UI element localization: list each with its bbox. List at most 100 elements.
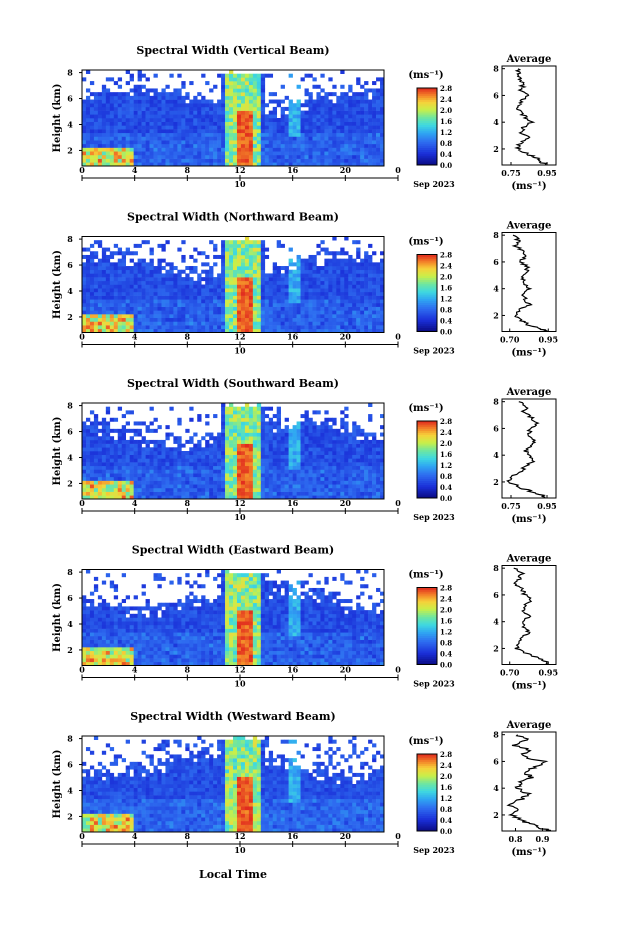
heatmap-cell bbox=[376, 328, 381, 333]
heatmap-cell bbox=[85, 277, 91, 282]
heatmap-cell bbox=[169, 269, 174, 274]
heatmap-cell bbox=[121, 310, 127, 315]
heatmap-cell bbox=[236, 454, 242, 459]
heatmap-cell bbox=[229, 284, 234, 289]
heatmap-cell bbox=[380, 84, 385, 89]
heatmap-cell bbox=[221, 487, 226, 492]
heatmap-cell bbox=[320, 473, 325, 478]
heatmap-cell bbox=[340, 132, 345, 137]
heatmap-cell bbox=[264, 310, 270, 315]
heatmap-cell bbox=[89, 310, 95, 315]
heatmap-cell bbox=[328, 151, 333, 156]
heatmap-cell bbox=[217, 465, 222, 470]
heatmap-cell bbox=[101, 425, 107, 430]
heatmap-cell bbox=[288, 325, 293, 330]
heatmap-cell bbox=[292, 473, 297, 478]
heatmap-cell bbox=[209, 458, 214, 463]
heatmap-cell bbox=[348, 288, 353, 293]
heatmap-cell bbox=[125, 462, 130, 467]
heatmap-cell bbox=[360, 317, 365, 322]
heatmap-cell bbox=[344, 469, 349, 474]
heatmap-cell bbox=[344, 476, 349, 481]
heatmap-cell bbox=[256, 447, 262, 452]
heatmap-cell bbox=[284, 106, 289, 111]
heatmap-cell bbox=[256, 132, 262, 137]
heatmap-cell bbox=[113, 147, 119, 152]
heatmap-cell bbox=[149, 317, 154, 322]
heatmap-cell bbox=[244, 140, 250, 145]
heatmap-cell bbox=[101, 114, 107, 119]
heatmap-cell bbox=[264, 439, 270, 444]
heatmap-cell bbox=[129, 317, 134, 322]
heatmap-cell bbox=[149, 469, 154, 474]
colorbar-frame bbox=[416, 254, 438, 332]
heatmap-cell bbox=[364, 314, 369, 319]
heatmap-cell bbox=[356, 306, 361, 311]
heatmap-cell bbox=[320, 277, 325, 282]
heatmap-cell bbox=[161, 280, 166, 285]
heatmap-cell bbox=[276, 151, 281, 156]
heatmap-cell bbox=[380, 317, 385, 322]
heatmap-cell bbox=[113, 114, 119, 119]
heatmap-cell bbox=[308, 269, 313, 274]
heatmap-cell bbox=[89, 162, 95, 167]
heatmap-cell bbox=[193, 328, 198, 333]
heatmap-cell bbox=[256, 288, 262, 293]
heatmap-cell bbox=[308, 266, 313, 271]
heatmap-cell bbox=[380, 491, 385, 496]
heatmap-cell bbox=[185, 151, 190, 156]
heatmap-cell bbox=[272, 317, 278, 322]
heatmap-cell bbox=[264, 277, 270, 282]
heatmap-cell bbox=[284, 302, 289, 307]
heatmap-cell bbox=[149, 491, 154, 496]
heatmap-cell bbox=[105, 317, 111, 322]
colorbar-swatch bbox=[417, 469, 437, 472]
heatmap-cell bbox=[189, 458, 194, 463]
heatmap-cell bbox=[109, 110, 115, 115]
heatmap-cell bbox=[296, 280, 301, 285]
heatmap-cell bbox=[201, 151, 206, 156]
heatmap-cell bbox=[105, 425, 111, 430]
heatmap-cell bbox=[141, 125, 146, 130]
heatmap-cell bbox=[229, 147, 234, 152]
heatmap-cell bbox=[376, 158, 381, 163]
heatmap-cell bbox=[380, 273, 385, 278]
heatmap-cell bbox=[137, 462, 142, 467]
heatmap-cell bbox=[344, 406, 349, 411]
heatmap-cell bbox=[225, 454, 230, 459]
x-tick-label: 12 bbox=[234, 332, 245, 342]
heatmap-cell bbox=[376, 476, 381, 481]
heatmap-cell bbox=[276, 288, 281, 293]
heatmap-cell bbox=[236, 247, 242, 252]
heatmap-cell bbox=[233, 425, 238, 430]
heatmap-cell bbox=[197, 99, 202, 104]
heatmap-cell bbox=[380, 151, 385, 156]
heatmap-cell bbox=[276, 125, 281, 130]
heatmap-cell bbox=[376, 95, 381, 100]
colorbar-swatch bbox=[417, 430, 437, 433]
heatmap-cell bbox=[197, 273, 202, 278]
heatmap-cell bbox=[217, 114, 222, 119]
heatmap-cell bbox=[213, 118, 218, 122]
colorbar-tick-label: 1.6 bbox=[440, 284, 452, 293]
heatmap-cell bbox=[240, 77, 246, 82]
heatmap-cell bbox=[272, 425, 278, 430]
heatmap-cell bbox=[296, 436, 301, 441]
heatmap-cell bbox=[121, 476, 127, 481]
heatmap-cell bbox=[169, 491, 174, 496]
heatmap-cell bbox=[308, 484, 313, 489]
heatmap-cell bbox=[173, 291, 178, 296]
heatmap-cell bbox=[177, 99, 182, 104]
heatmap-cell bbox=[121, 266, 127, 271]
heatmap-cell bbox=[85, 432, 91, 437]
heatmap-cell bbox=[240, 491, 246, 496]
heatmap-cell bbox=[121, 251, 127, 256]
heatmap-cell bbox=[129, 140, 134, 145]
heatmap-cell bbox=[296, 106, 301, 111]
heatmap-cell bbox=[340, 284, 345, 289]
heatmap-cell bbox=[360, 443, 365, 448]
heatmap-cell bbox=[344, 143, 349, 148]
heatmap-cell bbox=[101, 443, 107, 448]
heatmap-cell bbox=[256, 425, 262, 430]
colorbar-tick-label: 2.4 bbox=[440, 95, 452, 104]
